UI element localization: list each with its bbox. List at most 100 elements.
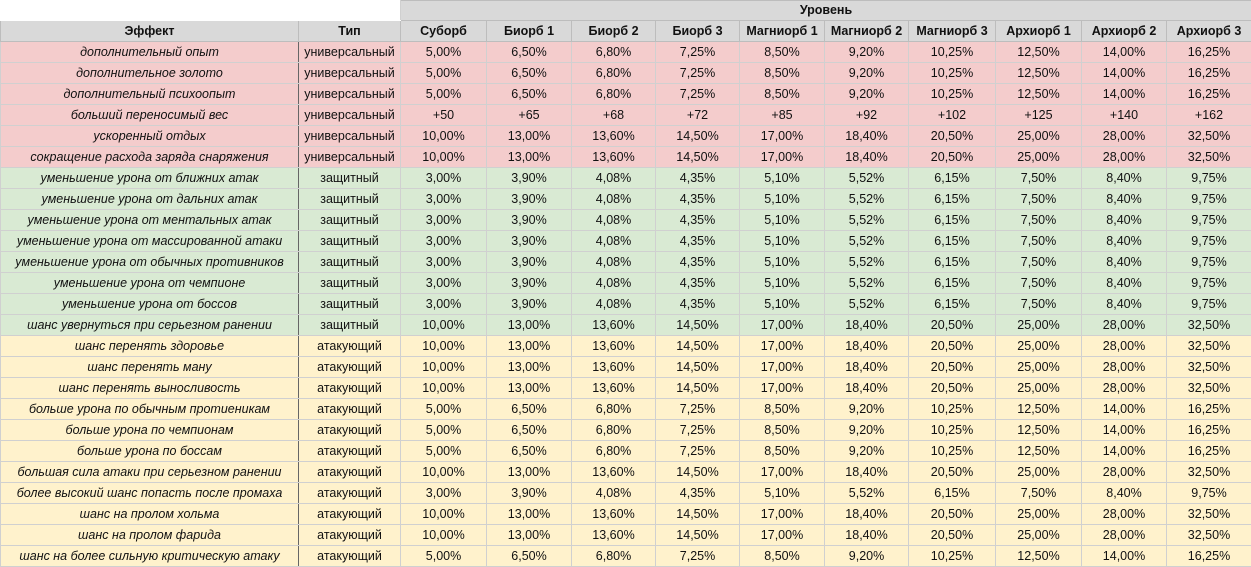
value-cell[interactable]: 6,15%: [908, 167, 996, 189]
value-cell[interactable]: 4,35%: [655, 251, 740, 273]
value-cell[interactable]: 6,50%: [486, 440, 572, 462]
value-cell[interactable]: 7,50%: [995, 209, 1082, 231]
value-cell[interactable]: 14,00%: [1081, 62, 1167, 84]
value-cell[interactable]: 8,50%: [739, 41, 825, 63]
value-cell[interactable]: 20,50%: [908, 356, 996, 378]
value-cell[interactable]: 6,15%: [908, 230, 996, 252]
type-cell[interactable]: атакующий: [298, 440, 401, 462]
value-cell[interactable]: 20,50%: [908, 461, 996, 483]
value-cell[interactable]: 3,90%: [486, 251, 572, 273]
type-cell[interactable]: атакующий: [298, 335, 401, 357]
value-cell[interactable]: 7,50%: [995, 167, 1082, 189]
value-cell[interactable]: 6,50%: [486, 41, 572, 63]
value-cell[interactable]: +102: [908, 104, 996, 126]
value-cell[interactable]: 5,52%: [824, 251, 909, 273]
value-cell[interactable]: 8,50%: [739, 419, 825, 441]
level-column-header[interactable]: Архиорб 2: [1081, 20, 1167, 42]
value-cell[interactable]: 6,15%: [908, 272, 996, 294]
value-cell[interactable]: 7,25%: [655, 41, 740, 63]
value-cell[interactable]: 10,00%: [400, 461, 487, 483]
value-cell[interactable]: 9,75%: [1166, 272, 1251, 294]
effect-cell[interactable]: шанс перенять здоровье: [0, 335, 299, 357]
value-cell[interactable]: 3,90%: [486, 167, 572, 189]
value-cell[interactable]: 12,50%: [995, 41, 1082, 63]
value-cell[interactable]: 25,00%: [995, 461, 1082, 483]
value-cell[interactable]: 13,60%: [571, 524, 656, 546]
value-cell[interactable]: 13,60%: [571, 356, 656, 378]
value-cell[interactable]: 3,90%: [486, 209, 572, 231]
value-cell[interactable]: 28,00%: [1081, 524, 1167, 546]
value-cell[interactable]: 7,25%: [655, 62, 740, 84]
value-cell[interactable]: 8,50%: [739, 83, 825, 105]
value-cell[interactable]: +125: [995, 104, 1082, 126]
value-cell[interactable]: 8,40%: [1081, 293, 1167, 315]
value-cell[interactable]: 14,00%: [1081, 440, 1167, 462]
value-cell[interactable]: 4,08%: [571, 167, 656, 189]
value-cell[interactable]: 14,50%: [655, 461, 740, 483]
type-cell[interactable]: защитный: [298, 230, 401, 252]
level-column-header[interactable]: Магниорб 1: [739, 20, 825, 42]
value-cell[interactable]: 10,00%: [400, 503, 487, 525]
value-cell[interactable]: 7,50%: [995, 482, 1082, 504]
type-cell[interactable]: защитный: [298, 209, 401, 231]
value-cell[interactable]: 7,50%: [995, 188, 1082, 210]
value-cell[interactable]: 3,90%: [486, 188, 572, 210]
value-cell[interactable]: 28,00%: [1081, 503, 1167, 525]
value-cell[interactable]: 9,20%: [824, 398, 909, 420]
value-cell[interactable]: +85: [739, 104, 825, 126]
value-cell[interactable]: 12,50%: [995, 83, 1082, 105]
value-cell[interactable]: 25,00%: [995, 125, 1082, 147]
effect-cell[interactable]: больший переносимый вес: [0, 104, 299, 126]
type-cell[interactable]: универсальный: [298, 41, 401, 63]
value-cell[interactable]: 13,00%: [486, 356, 572, 378]
value-cell[interactable]: 8,40%: [1081, 209, 1167, 231]
value-cell[interactable]: 5,52%: [824, 293, 909, 315]
value-cell[interactable]: 3,90%: [486, 230, 572, 252]
value-cell[interactable]: 13,60%: [571, 314, 656, 336]
value-cell[interactable]: 14,50%: [655, 146, 740, 168]
value-cell[interactable]: 18,40%: [824, 503, 909, 525]
value-cell[interactable]: 3,00%: [400, 209, 487, 231]
value-cell[interactable]: 5,52%: [824, 188, 909, 210]
value-cell[interactable]: 6,50%: [486, 545, 572, 567]
type-cell[interactable]: атакующий: [298, 419, 401, 441]
value-cell[interactable]: 25,00%: [995, 146, 1082, 168]
value-cell[interactable]: 8,50%: [739, 62, 825, 84]
value-cell[interactable]: 10,25%: [908, 83, 996, 105]
value-cell[interactable]: 4,35%: [655, 230, 740, 252]
type-cell[interactable]: атакующий: [298, 356, 401, 378]
level-column-header[interactable]: Архиорб 3: [1166, 20, 1251, 42]
value-cell[interactable]: 13,00%: [486, 461, 572, 483]
value-cell[interactable]: 10,25%: [908, 62, 996, 84]
effect-cell[interactable]: уменьшение урона от обычных противников: [0, 251, 299, 273]
value-cell[interactable]: 14,00%: [1081, 545, 1167, 567]
level-column-header[interactable]: Биорб 2: [571, 20, 656, 42]
value-cell[interactable]: 10,00%: [400, 125, 487, 147]
value-cell[interactable]: 18,40%: [824, 524, 909, 546]
value-cell[interactable]: 5,00%: [400, 419, 487, 441]
type-cell[interactable]: атакующий: [298, 524, 401, 546]
value-cell[interactable]: 20,50%: [908, 377, 996, 399]
value-cell[interactable]: 3,00%: [400, 251, 487, 273]
value-cell[interactable]: 12,50%: [995, 419, 1082, 441]
value-cell[interactable]: 7,25%: [655, 83, 740, 105]
value-cell[interactable]: 9,20%: [824, 62, 909, 84]
value-cell[interactable]: 9,75%: [1166, 230, 1251, 252]
value-cell[interactable]: 14,50%: [655, 314, 740, 336]
value-cell[interactable]: 32,50%: [1166, 146, 1251, 168]
value-cell[interactable]: 25,00%: [995, 377, 1082, 399]
value-cell[interactable]: 5,10%: [739, 167, 825, 189]
value-cell[interactable]: +92: [824, 104, 909, 126]
value-cell[interactable]: 6,80%: [571, 41, 656, 63]
type-cell[interactable]: защитный: [298, 314, 401, 336]
level-group-header[interactable]: Уровень: [400, 0, 1251, 21]
value-cell[interactable]: 9,75%: [1166, 209, 1251, 231]
value-cell[interactable]: 20,50%: [908, 335, 996, 357]
value-cell[interactable]: 17,00%: [739, 335, 825, 357]
effect-column-header[interactable]: Эффект: [0, 20, 299, 42]
value-cell[interactable]: 25,00%: [995, 524, 1082, 546]
value-cell[interactable]: 8,40%: [1081, 230, 1167, 252]
value-cell[interactable]: 10,00%: [400, 335, 487, 357]
value-cell[interactable]: 6,80%: [571, 83, 656, 105]
value-cell[interactable]: 4,08%: [571, 188, 656, 210]
